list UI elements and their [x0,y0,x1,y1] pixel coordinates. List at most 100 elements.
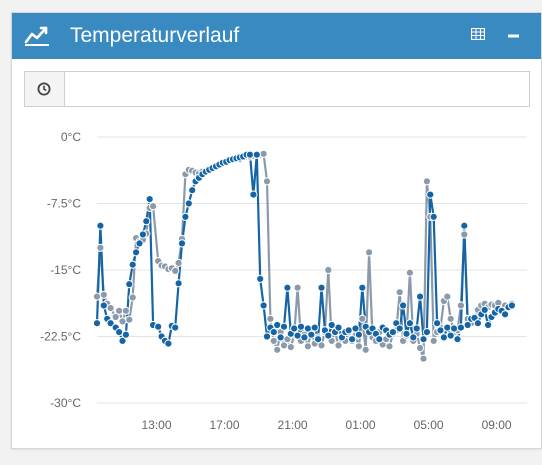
data-point-series-1[interactable] [416,343,425,353]
data-point-series-2[interactable] [507,301,516,310]
data-point-series-2[interactable] [429,212,438,221]
data-point-series-2[interactable] [348,335,357,344]
data-point-series-1[interactable] [266,314,275,323]
data-point-series-2[interactable] [453,335,462,344]
data-point-series-2[interactable] [358,283,367,292]
data-point-series-2[interactable] [290,324,299,333]
data-point-series-2[interactable] [422,328,431,337]
data-point-series-2[interactable] [132,248,141,257]
data-point-series-1[interactable] [92,292,102,301]
data-point-series-2[interactable] [402,329,411,338]
data-point-series-2[interactable] [262,332,272,341]
data-point-series-2[interactable] [164,339,173,348]
data-point-series-2[interactable] [154,322,163,331]
data-point-series-2[interactable] [443,323,452,332]
data-point-series-2[interactable] [252,150,261,159]
data-point-series-2[interactable] [344,326,353,335]
data-point-series-1[interactable] [395,288,404,297]
data-point-series-2[interactable] [480,305,489,314]
data-point-series-2[interactable] [115,328,124,337]
data-point-series-1[interactable] [405,268,414,277]
data-point-series-2[interactable] [283,283,292,292]
data-point-series-2[interactable] [92,319,102,328]
data-point-series-2[interactable] [399,301,408,310]
data-point-series-2[interactable] [145,195,154,204]
data-point-series-2[interactable] [334,323,343,332]
data-point-series-1[interactable] [354,342,363,351]
data-point-series-1[interactable] [115,306,124,315]
data-point-series-1[interactable] [324,265,333,275]
data-point-series-1[interactable] [293,283,302,292]
data-point-series-2[interactable] [460,221,469,230]
data-point-series-2[interactable] [96,221,105,230]
data-point-series-2[interactable] [249,190,258,199]
data-point-series-2[interactable] [426,190,435,199]
data-point-series-2[interactable] [416,292,425,301]
data-point-series-2[interactable] [138,230,147,239]
data-point-series-2[interactable] [412,324,421,333]
data-point-series-2[interactable] [171,323,180,332]
data-point-series-2[interactable] [135,239,144,248]
data-point-series-1[interactable] [149,202,158,211]
data-point-series-2[interactable] [310,323,319,332]
data-point-series-2[interactable] [125,280,134,289]
data-point-series-2[interactable] [177,239,187,248]
data-point-series-1[interactable] [419,354,428,363]
data-point-series-2[interactable] [276,333,285,342]
data-point-series-2[interactable] [142,217,151,226]
data-point-series-2[interactable] [259,301,268,310]
table-view-button[interactable] [470,27,486,45]
data-point-series-2[interactable] [121,330,131,339]
data-point-series-2[interactable] [256,274,265,283]
data-point-series-1[interactable] [125,315,134,324]
data-point-series-2[interactable] [118,336,127,345]
data-point-series-1[interactable] [334,341,343,350]
data-point-series-1[interactable] [106,304,115,313]
data-point-series-2[interactable] [405,319,414,328]
data-point-series-1[interactable] [259,149,268,158]
data-point-series-1[interactable] [317,341,326,350]
data-point-series-2[interactable] [327,320,336,330]
data-point-series-2[interactable] [269,328,278,337]
data-point-series-2[interactable] [463,320,472,330]
data-point-series-2[interactable] [324,331,333,340]
data-point-series-1[interactable] [99,290,108,299]
time-range-input[interactable] [65,72,529,106]
time-range-button[interactable] [25,72,65,106]
data-point-series-1[interactable] [269,336,278,345]
data-point-series-2[interactable] [375,335,384,344]
data-point-series-2[interactable] [245,150,255,159]
data-point-series-1[interactable] [443,292,452,301]
data-point-series-2[interactable] [433,319,442,328]
data-point-series-1[interactable] [111,312,120,322]
data-point-series-2[interactable] [456,323,465,332]
data-point-series-1[interactable] [303,342,312,351]
data-point-series-2[interactable] [436,326,445,335]
data-point-series-1[interactable] [365,248,374,257]
collapse-button[interactable] [508,28,519,46]
data-point-series-2[interactable] [314,335,323,344]
data-point-series-2[interactable] [188,186,197,195]
data-point-series-2[interactable] [300,333,309,342]
data-point-series-2[interactable] [174,279,183,288]
data-point-series-2[interactable] [439,333,448,342]
data-point-series-2[interactable] [395,324,404,333]
data-point-series-2[interactable] [307,330,316,339]
data-point-series-2[interactable] [501,310,510,319]
data-point-series-1[interactable] [171,266,180,275]
data-point-series-2[interactable] [184,199,193,208]
data-point-series-1[interactable] [121,306,131,315]
data-point-series-2[interactable] [484,320,493,330]
data-point-series-1[interactable] [262,177,272,186]
data-point-series-2[interactable] [296,322,306,331]
data-point-series-2[interactable] [279,322,289,331]
data-point-series-1[interactable] [174,258,183,267]
data-point-series-1[interactable] [422,177,431,186]
data-point-series-2[interactable] [446,331,455,340]
data-point-series-1[interactable] [128,293,137,302]
data-point-series-1[interactable] [456,301,465,310]
data-point-series-1[interactable] [96,243,105,252]
data-point-series-2[interactable] [273,320,282,330]
data-point-series-2[interactable] [354,330,363,339]
data-point-series-2[interactable] [450,324,459,333]
